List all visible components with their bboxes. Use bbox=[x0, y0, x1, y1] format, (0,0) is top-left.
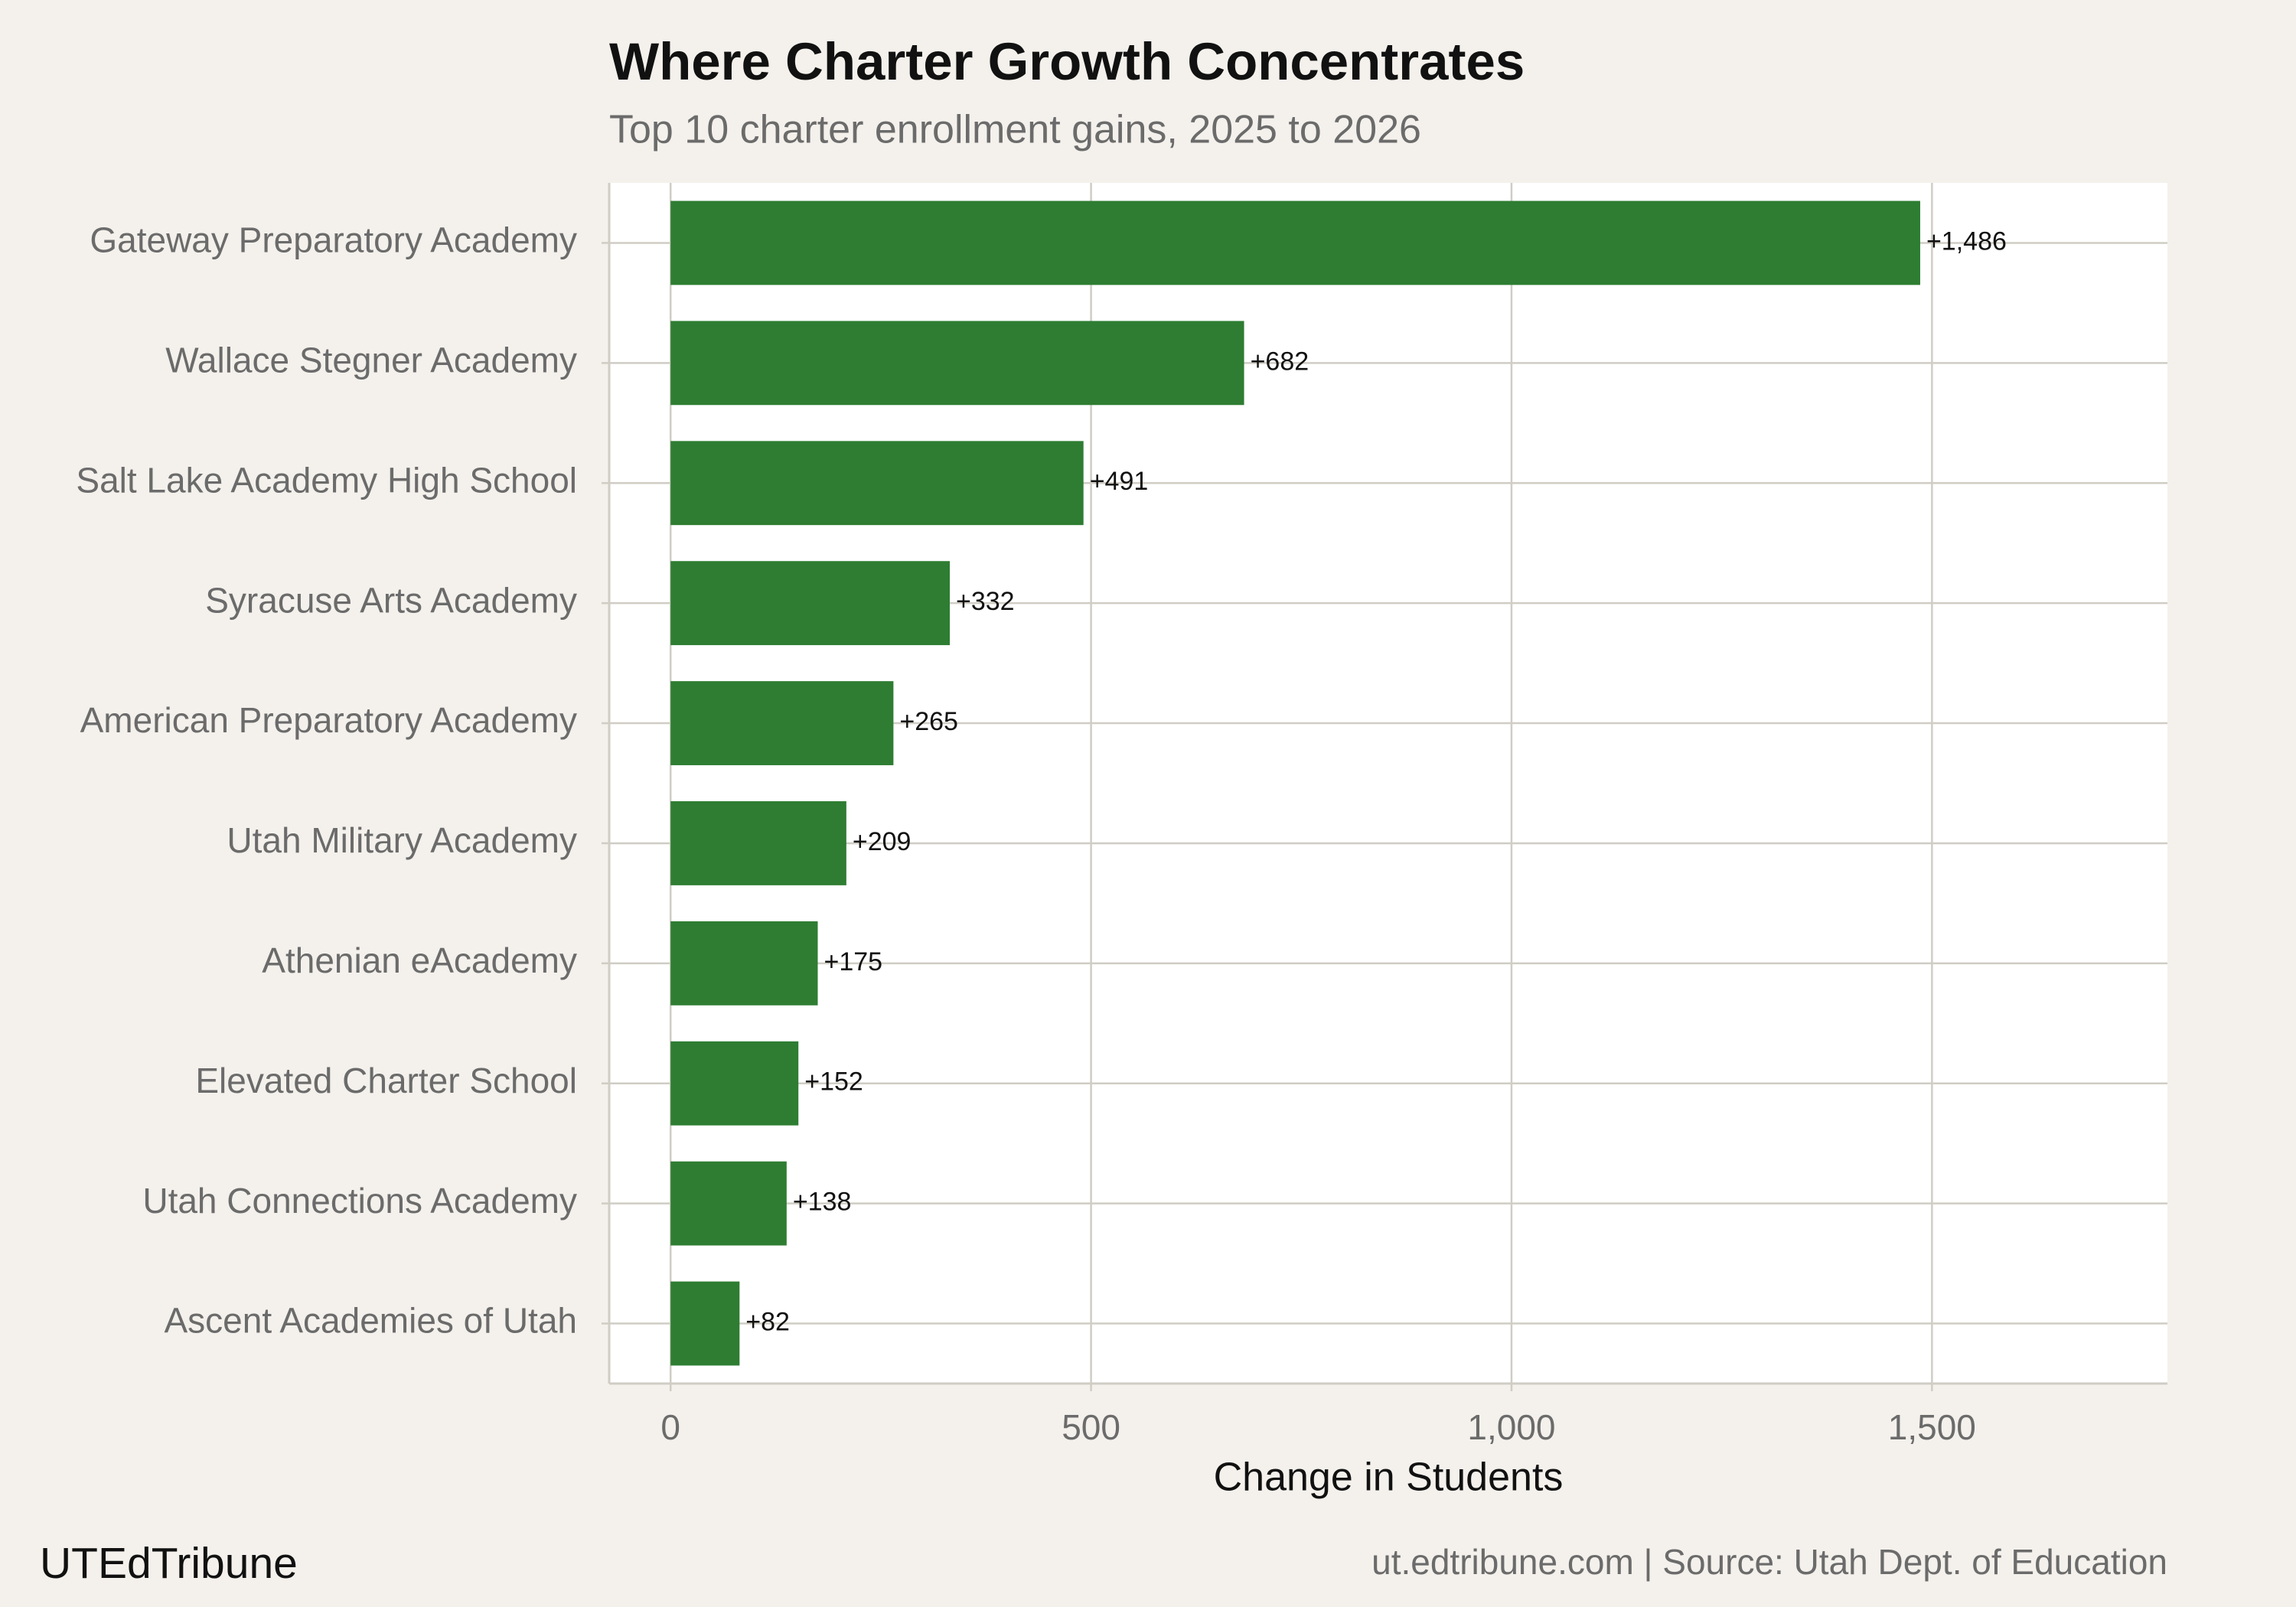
y-tick-label: American Preparatory Academy bbox=[80, 700, 577, 740]
bar bbox=[670, 561, 950, 646]
y-tick-label: Athenian eAcademy bbox=[262, 940, 577, 980]
y-tick-label: Syracuse Arts Academy bbox=[205, 580, 577, 620]
y-tick-label: Utah Connections Academy bbox=[142, 1181, 577, 1221]
bar bbox=[670, 921, 818, 1006]
x-axis-title: Change in Students bbox=[1214, 1455, 1564, 1500]
y-tick-label: Elevated Charter School bbox=[195, 1061, 577, 1100]
value-label: +152 bbox=[804, 1068, 863, 1097]
chart-title: Where Charter Growth Concentrates bbox=[609, 32, 1525, 91]
y-tick-label: Gateway Preparatory Academy bbox=[90, 220, 577, 260]
bar bbox=[670, 681, 894, 765]
value-label: +682 bbox=[1251, 347, 1309, 376]
caption: ut.edtribune.com | Source: Utah Dept. of… bbox=[1371, 1542, 2167, 1582]
bar bbox=[670, 321, 1244, 406]
value-label: +332 bbox=[956, 587, 1015, 616]
value-label: +1,486 bbox=[1926, 227, 2007, 256]
value-label: +82 bbox=[745, 1308, 790, 1337]
value-label: +265 bbox=[899, 707, 958, 736]
x-tick-label: 500 bbox=[1062, 1407, 1120, 1447]
y-tick-label: Utah Military Academy bbox=[227, 820, 577, 860]
x-tick-label: 0 bbox=[660, 1407, 680, 1447]
bar bbox=[670, 801, 846, 885]
value-label: +138 bbox=[793, 1188, 852, 1217]
value-label: +491 bbox=[1090, 467, 1149, 496]
value-label: +209 bbox=[853, 827, 912, 856]
y-tick-label: Ascent Academies of Utah bbox=[164, 1301, 577, 1341]
y-tick-label: Wallace Stegner Academy bbox=[165, 341, 577, 380]
bar bbox=[670, 200, 1920, 285]
bar bbox=[670, 441, 1084, 526]
bar bbox=[670, 1281, 740, 1366]
chart-subtitle: Top 10 charter enrollment gains, 2025 to… bbox=[609, 108, 1421, 152]
value-label: +175 bbox=[823, 947, 882, 976]
x-tick-label: 1,500 bbox=[1888, 1407, 1976, 1447]
bar bbox=[670, 1161, 787, 1246]
y-tick-label: Salt Lake Academy High School bbox=[76, 460, 577, 500]
brand: UTEdTribune bbox=[40, 1539, 298, 1588]
bar bbox=[670, 1041, 799, 1126]
x-tick-label: 1,000 bbox=[1467, 1407, 1555, 1447]
